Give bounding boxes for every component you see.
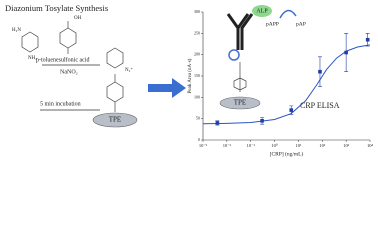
- x-tick-label: 10⁴: [367, 143, 374, 148]
- x-tick-label: 10¹: [295, 143, 302, 148]
- electrode-label: TPE: [109, 116, 121, 124]
- point: [289, 108, 294, 112]
- enzyme-label: ALP: [256, 8, 268, 14]
- y-tick-label: 50: [196, 116, 200, 121]
- x-tick-label: 10²: [319, 143, 326, 148]
- diazonium-label: N₂⁺: [125, 67, 133, 73]
- point: [215, 121, 220, 125]
- hydroxyl-label: OH: [74, 16, 82, 21]
- reagent-label: p-toluenesulfonic acid: [36, 56, 89, 63]
- step-label: 5 min incubation: [40, 101, 81, 107]
- figure: Diazonium Tosylate Synthesis H₂N NH₂ OH …: [5, 3, 373, 157]
- x-tick-label: 10⁰: [271, 143, 278, 148]
- y-tick-label: 300: [194, 9, 200, 14]
- amine-label: H₂N: [12, 28, 21, 33]
- scheme-title: Diazonium Tosylate Synthesis: [5, 3, 108, 13]
- y-tick-label: 200: [194, 52, 200, 57]
- point: [344, 50, 348, 55]
- x-tick-label: 10⁻¹: [247, 143, 256, 148]
- y-axis-title: Peak Area (nA·s): [188, 58, 193, 93]
- fit-line: [202, 44, 371, 125]
- y-tick-label: 150: [194, 73, 200, 78]
- electrode: [92, 112, 138, 128]
- x-tick-label: 10⁻²: [223, 143, 232, 148]
- electrode: [219, 96, 261, 110]
- plot: 10⁻³ 10⁻² 10⁻¹ 10⁰ 10¹ 10² 10³ 10⁴ 0 50 100 150 200 2…: [188, 9, 373, 157]
- x-axis-title: [CRP] (ng/mL): [270, 150, 304, 157]
- amine-label: NH₂: [28, 56, 37, 61]
- product-label: pAP: [296, 21, 306, 27]
- y-tick-label: 250: [194, 30, 200, 35]
- y-tick-label: 0: [198, 137, 200, 142]
- conversion-arrow: [279, 9, 297, 19]
- antibody: [226, 13, 254, 92]
- nitrite-label: NaNO₂: [60, 69, 78, 75]
- substrate-label: pAPP: [266, 21, 279, 27]
- electrode-label: TPE: [234, 99, 246, 107]
- aniline-structure: [21, 21, 124, 112]
- point: [318, 69, 322, 74]
- x-tick-label: 10³: [343, 143, 350, 148]
- x-tick-label: 10⁻³: [199, 143, 208, 148]
- y-tick-label: 100: [194, 94, 200, 99]
- enzyme: [252, 5, 272, 17]
- chart-title: CRP ELISA: [300, 101, 340, 110]
- point: [365, 37, 370, 42]
- flow-arrow: [148, 78, 186, 98]
- point: [260, 119, 264, 123]
